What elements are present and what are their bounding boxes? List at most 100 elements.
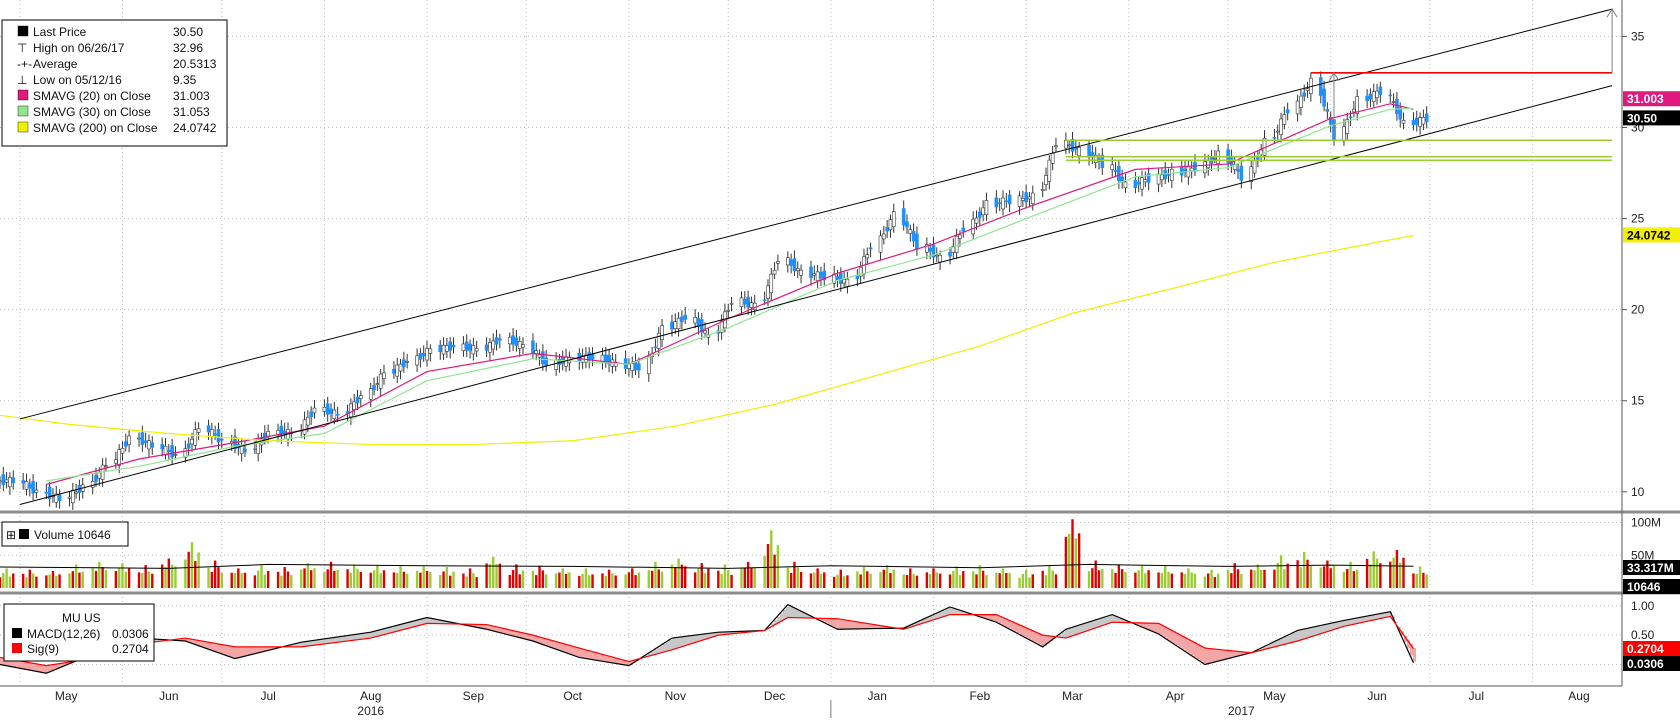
- y-tick-label: 0.50: [1631, 628, 1655, 642]
- candle-down: [1117, 166, 1121, 182]
- candle-up: [8, 477, 12, 488]
- volume-bar: [932, 568, 935, 588]
- volume-bar: [2, 573, 5, 588]
- macd-fill-slice: [918, 621, 921, 625]
- macd-fill-slice: [417, 620, 420, 627]
- macd-fill-slice: [954, 608, 957, 615]
- macd-fill-slice: [789, 605, 792, 618]
- macd-fill-slice: [825, 618, 828, 624]
- macd-fill-slice: [36, 663, 39, 672]
- macd-fill-slice: [1296, 631, 1299, 642]
- macd-fill-slice: [1320, 625, 1323, 634]
- macd-fill-slice: [1236, 651, 1239, 657]
- macd-fill-slice: [960, 610, 963, 615]
- volume-bar: [958, 575, 962, 588]
- volume-bar: [624, 574, 627, 588]
- volume-bar: [538, 565, 541, 588]
- volume-bar: [256, 570, 260, 588]
- candle-up: [772, 269, 777, 275]
- macd-fill-slice: [609, 656, 612, 663]
- candle-down: [948, 252, 952, 257]
- candle-up: [1027, 196, 1032, 200]
- macd-fill-slice: [0, 657, 3, 665]
- macd-fill-slice: [957, 609, 960, 615]
- volume-bar: [21, 573, 25, 588]
- macd-fill-slice: [1269, 644, 1272, 649]
- volume-bar: [25, 577, 28, 588]
- legend-swatch: [17, 25, 29, 37]
- x-month-label: Mar: [1062, 689, 1083, 703]
- macd-fill-slice: [480, 624, 483, 628]
- candle-down: [167, 449, 171, 452]
- volume-bar: [213, 560, 217, 588]
- candle-down: [1395, 98, 1399, 115]
- volume-bar: [995, 572, 998, 588]
- macd-fill-slice: [63, 663, 66, 667]
- macd-fill-slice: [1194, 642, 1197, 658]
- macd-fill-slice: [510, 629, 513, 636]
- macd-fill-slice: [606, 655, 609, 662]
- macd-fill-slice: [735, 631, 738, 634]
- volume-bar: [1054, 574, 1058, 588]
- macd-fill-slice: [1173, 631, 1176, 644]
- macd-fill-slice: [1116, 616, 1119, 623]
- candle-down: [392, 368, 396, 374]
- expand-icon: ⊞: [6, 528, 16, 542]
- macd-fill-slice: [1311, 627, 1314, 637]
- macd-fill-slice: [231, 646, 234, 658]
- x-month-label: Aug: [360, 689, 381, 703]
- volume-bar: [74, 564, 78, 588]
- candle-up: [878, 235, 883, 253]
- macd-fill-slice: [1278, 639, 1281, 646]
- macd-fill-slice: [1080, 624, 1083, 634]
- volume-bar: [170, 564, 174, 588]
- macd-fill-slice: [432, 618, 435, 624]
- macd-fill-slice: [864, 622, 867, 629]
- macd-fill-slice: [699, 634, 702, 642]
- macd-fill-slice: [303, 641, 306, 647]
- macd-fill-slice: [1245, 652, 1248, 655]
- candle-up: [382, 372, 386, 380]
- candle-up: [471, 345, 476, 355]
- macd-fill-slice: [411, 621, 414, 628]
- macd-fill-slice: [1407, 639, 1410, 649]
- candle-down: [653, 346, 658, 349]
- macd-fill-slice: [342, 636, 345, 642]
- volume-bar: [1319, 567, 1322, 588]
- candle-down: [637, 363, 641, 371]
- volume-bar: [1064, 536, 1068, 588]
- candle-up: [332, 409, 337, 419]
- macd-fill-slice: [270, 646, 273, 650]
- volume-bar: [71, 571, 75, 588]
- macd-fill-slice: [225, 645, 228, 656]
- macd-fill-slice: [1386, 612, 1389, 618]
- macd-fill-slice: [885, 626, 888, 629]
- volume-bar: [392, 572, 396, 588]
- macd-fill-slice: [402, 624, 405, 630]
- volume-bar: [359, 571, 363, 588]
- candle-up: [104, 465, 108, 468]
- candle-down: [402, 359, 406, 368]
- candle-up: [1170, 168, 1174, 181]
- macd-fill-slice: [369, 632, 372, 639]
- macd-fill-slice: [1347, 619, 1350, 626]
- volume-bar: [369, 572, 372, 588]
- volume-bar: [859, 574, 862, 588]
- macd-fill-slice: [384, 628, 387, 635]
- candle-up: [974, 217, 979, 224]
- volume-bar: [1024, 569, 1028, 588]
- macd-fill-slice: [585, 649, 588, 659]
- volume-bar: [753, 567, 756, 588]
- candle-up: [693, 317, 697, 324]
- legend-value: 24.0742: [173, 121, 217, 135]
- volume-bar: [1369, 564, 1372, 588]
- volume-bar: [981, 570, 985, 588]
- macd-fill-slice: [321, 639, 324, 645]
- macd-fill-slice: [204, 641, 207, 648]
- candle-up: [891, 211, 896, 227]
- volume-bar: [1230, 573, 1233, 588]
- volume-bar: [607, 569, 611, 588]
- volume-bar: [962, 571, 965, 588]
- volume-bar: [1067, 533, 1071, 588]
- volume-bar: [928, 574, 932, 588]
